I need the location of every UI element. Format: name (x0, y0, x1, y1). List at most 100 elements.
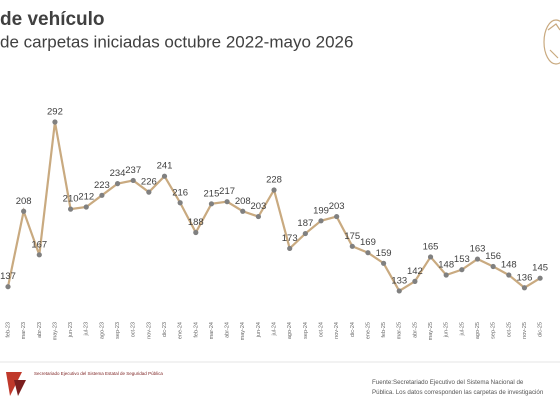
data-point (287, 245, 293, 252)
data-label: 148 (501, 260, 517, 271)
data-point (130, 177, 136, 184)
data-label: 228 (266, 175, 282, 186)
data-label: 167 (31, 239, 47, 250)
x-tick-label: ene-25 (365, 322, 371, 339)
data-label: 208 (235, 196, 251, 207)
x-tick-label: jun-24 (256, 322, 262, 338)
data-label: 210 (63, 194, 79, 205)
data-label: 133 (391, 275, 407, 286)
x-tick-label: may-24 (240, 322, 246, 340)
data-label: 163 (470, 244, 486, 255)
x-tick-label: sep-23 (115, 322, 121, 339)
x-tick-label: jul-25 (459, 322, 465, 336)
data-label: 217 (219, 186, 235, 197)
data-point (240, 208, 246, 214)
data-point (161, 173, 168, 179)
data-point (255, 213, 261, 220)
data-label: 169 (360, 237, 376, 248)
x-tick-label: oct-24 (318, 322, 324, 337)
data-label: 226 (141, 177, 157, 188)
x-tick-label: oct-25 (506, 322, 512, 337)
footer-logo-text: Secretariado Ejecutivo del Sistema Estat… (34, 371, 163, 376)
x-tick-label: nov-23 (146, 322, 152, 339)
data-point (459, 267, 465, 273)
data-label: 203 (329, 201, 345, 212)
x-tick-label: feb-25 (381, 322, 387, 338)
data-point (68, 206, 74, 212)
data-point (193, 229, 199, 236)
data-point (302, 230, 308, 237)
data-label: 136 (517, 272, 533, 283)
data-point (427, 254, 434, 260)
x-tick-label: abr-25 (412, 322, 418, 338)
data-label: 142 (407, 266, 423, 277)
data-label: 159 (376, 248, 392, 259)
x-tick-label: ago-24 (287, 322, 293, 339)
data-point (381, 260, 387, 266)
data-label: 165 (423, 241, 439, 252)
x-tick-label: mar-24 (209, 322, 215, 339)
data-label: 237 (125, 165, 141, 176)
data-point (5, 284, 11, 290)
x-tick-label: nov-25 (522, 322, 528, 339)
data-point (83, 204, 89, 210)
data-point (474, 256, 481, 262)
data-label: 208 (16, 196, 32, 207)
data-label: 212 (78, 192, 94, 203)
x-tick-label: sep-24 (303, 322, 309, 339)
data-point (396, 288, 402, 294)
x-tick-label: may-25 (428, 322, 434, 340)
data-label: 199 (313, 205, 329, 216)
data-label: 215 (204, 188, 220, 199)
x-tick-label: sep-25 (491, 322, 497, 339)
data-label: 148 (438, 260, 454, 271)
data-point (114, 181, 121, 187)
data-point (506, 272, 512, 278)
data-label: 234 (110, 168, 126, 179)
x-tick-label: may-23 (52, 322, 58, 340)
data-label: 173 (282, 233, 298, 244)
x-tick-label: ago-23 (99, 322, 105, 339)
data-point (208, 201, 215, 207)
x-tick-label: jun-23 (68, 322, 74, 338)
data-point (52, 119, 58, 125)
source-text: Pública. Los datos corresponden las carp… (372, 389, 544, 396)
data-point (443, 272, 449, 278)
x-tick-label: jul-24 (272, 322, 278, 336)
data-point (537, 275, 543, 281)
data-label: 187 (297, 218, 313, 229)
footer-logo (6, 372, 26, 396)
x-tick-label: oct-23 (131, 322, 137, 337)
data-point (521, 285, 528, 291)
data-point (365, 250, 371, 256)
data-label: 153 (454, 254, 470, 265)
data-point (334, 213, 340, 220)
data-point (224, 199, 230, 205)
data-label: 145 (532, 263, 548, 274)
x-tick-label: jul-23 (84, 322, 90, 336)
data-label: 223 (94, 180, 110, 191)
chart-subtitle: de carpetas iniciadas octubre 2022-mayo … (0, 32, 353, 51)
x-tick-label: dic-23 (162, 322, 168, 337)
x-tick-label: jun-25 (444, 322, 450, 338)
data-point (318, 218, 324, 224)
x-tick-label: mar-23 (21, 322, 27, 339)
data-point (349, 243, 355, 249)
data-label: 137 (0, 271, 16, 282)
data-label: 175 (344, 231, 360, 242)
data-point (36, 252, 42, 258)
x-tick-label: ago-25 (475, 322, 481, 339)
source-text: Fuente:Secretariado Ejecutivo del Sistem… (372, 379, 524, 386)
data-label: 188 (188, 217, 204, 228)
x-tick-label: dic-25 (538, 322, 544, 337)
data-point (146, 189, 152, 195)
x-tick-label: nov-24 (334, 322, 340, 339)
data-point (490, 263, 496, 270)
data-label: 292 (47, 107, 63, 118)
x-tick-label: dic-24 (350, 322, 356, 337)
x-tick-label: ene-24 (178, 322, 184, 339)
data-point (177, 200, 183, 206)
data-point (412, 278, 418, 284)
x-tick-label: abr-24 (225, 322, 231, 338)
